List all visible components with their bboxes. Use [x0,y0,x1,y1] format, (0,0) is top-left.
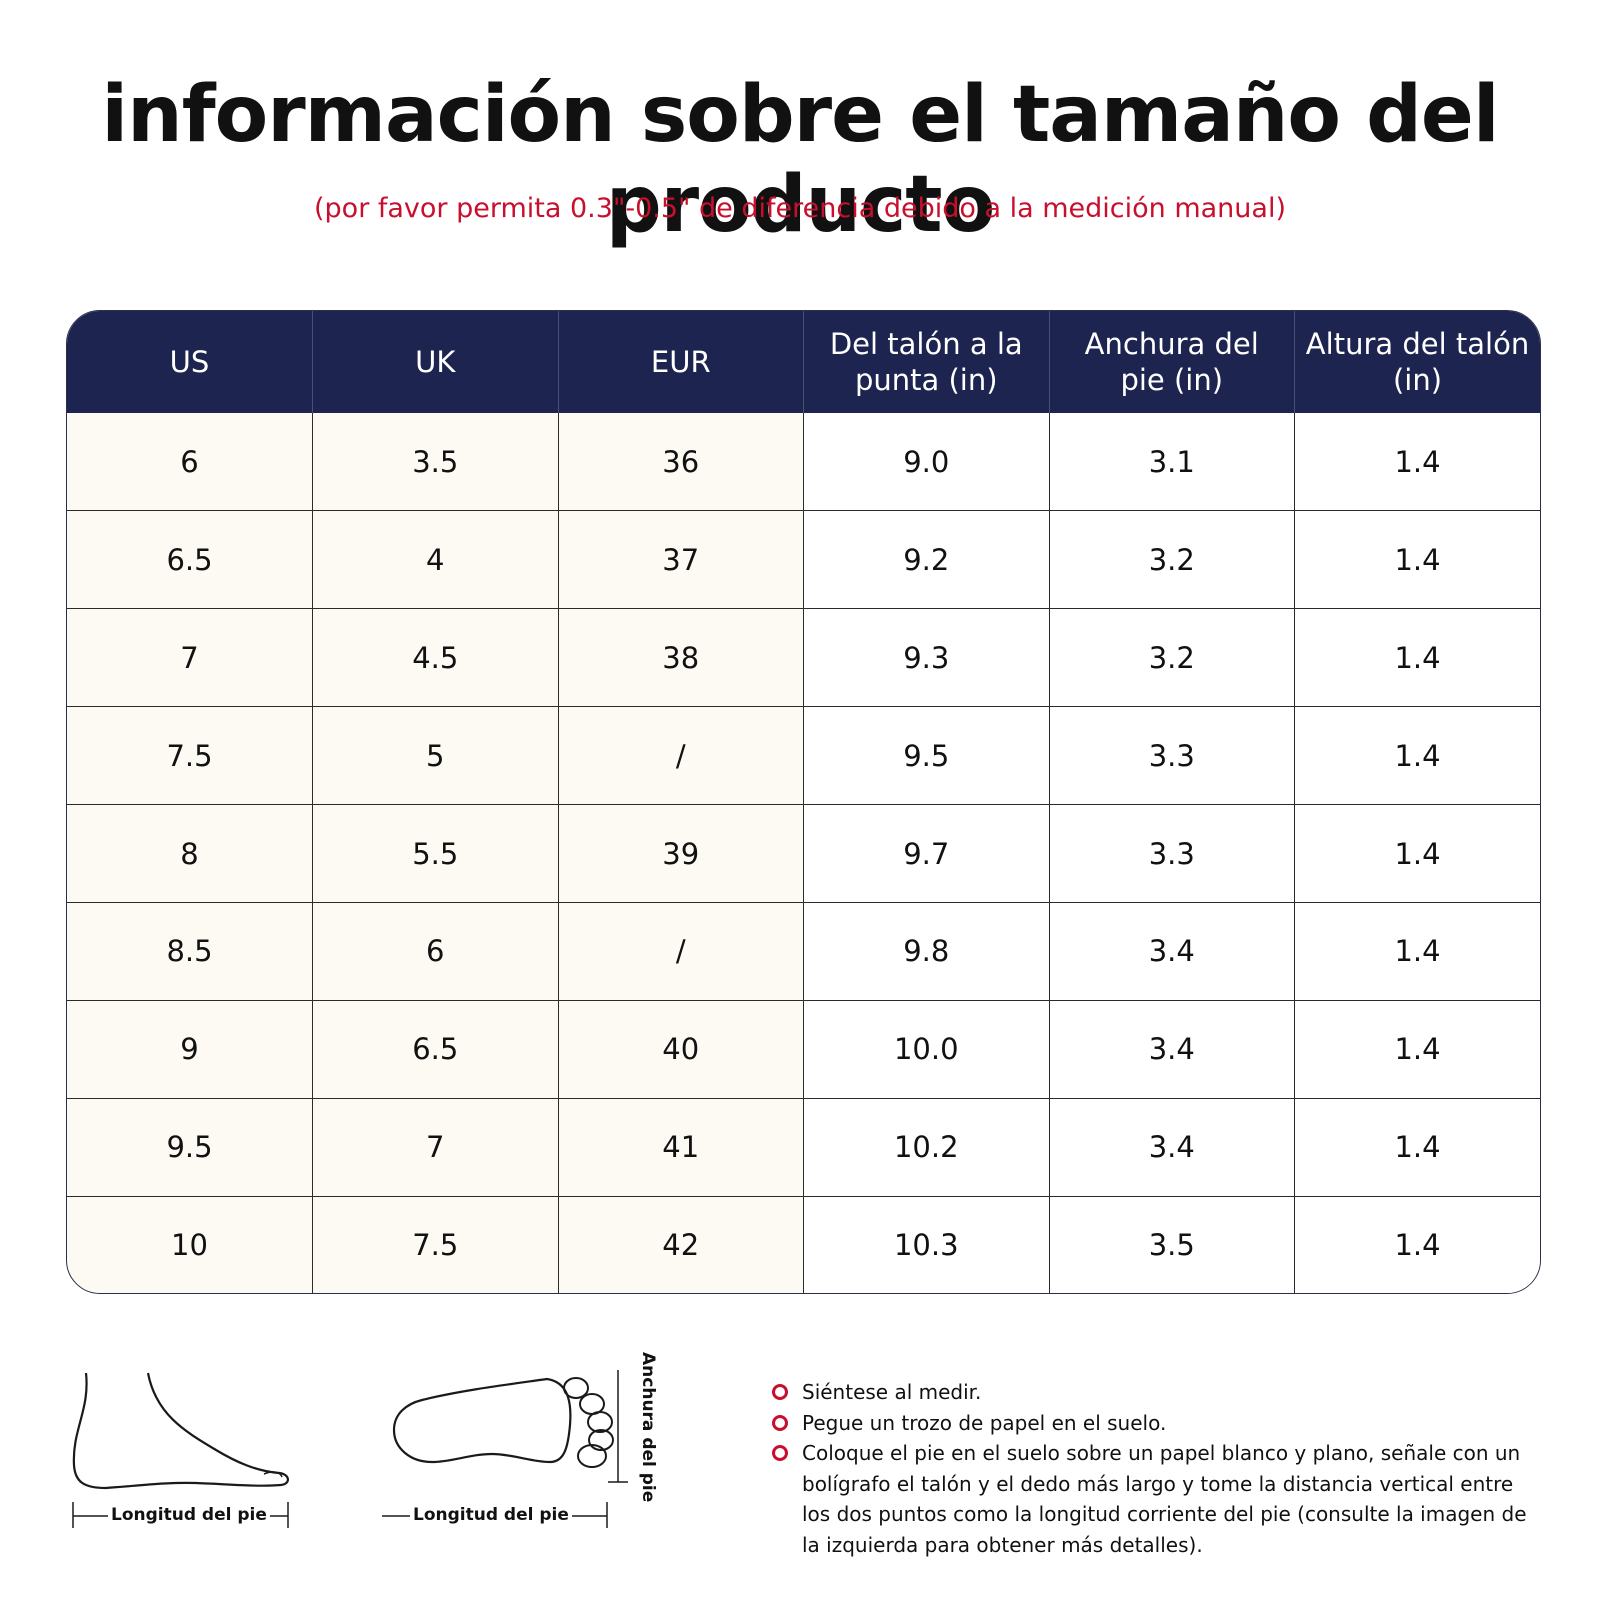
cell-heel-to-toe: 10.0 [803,1000,1050,1099]
cell-uk: 4 [312,510,559,610]
table-row: 7 4.5 38 9.3 3.2 1.4 [67,608,1540,708]
cell-eur: 40 [558,1000,804,1099]
cell-us: 6.5 [67,510,313,610]
cell-eur: 37 [558,510,804,610]
cell-us: 6 [67,413,313,512]
cell-uk: 5 [312,706,559,806]
table-row: 9.5 7 41 10.2 3.4 1.4 [67,1098,1540,1197]
cell-uk: 6.5 [312,1000,559,1099]
table-body: 6 3.5 36 9.0 3.1 1.4 6.5 4 37 9.2 3.2 1.4 7 4.5 38 9.3 3… [67,413,1540,1293]
measurement-instructions: Siéntese al medir. Pegue un trozo de pap… [772,1377,1532,1560]
cell-eur: 41 [558,1098,804,1197]
column-header-eur: EUR [558,311,804,413]
cell-heel-height: 1.4 [1294,413,1540,512]
cell-foot-width: 3.3 [1049,804,1295,903]
cell-heel-to-toe: 9.7 [803,804,1050,903]
table-row: 8 5.5 39 9.7 3.3 1.4 [67,804,1540,903]
cell-uk: 7.5 [312,1196,559,1293]
cell-foot-width: 3.2 [1049,608,1295,708]
cell-heel-height: 1.4 [1294,1196,1540,1293]
cell-heel-to-toe: 9.2 [803,510,1050,610]
cell-uk: 3.5 [312,413,559,512]
cell-us: 9 [67,1000,313,1099]
width-label: Anchura del pie [638,1352,658,1503]
cell-us: 9.5 [67,1098,313,1197]
cell-uk: 4.5 [312,608,559,708]
cell-heel-height: 1.4 [1294,804,1540,903]
table-row: 9 6.5 40 10.0 3.4 1.4 [67,1000,1540,1099]
column-header-heel-height: Altura del talón (in) [1305,327,1530,397]
table-header-row: US UK EUR Del talón a la punta (in) Anch… [67,311,1540,413]
cell-heel-height: 1.4 [1294,1000,1540,1099]
table-row: 6.5 4 37 9.2 3.2 1.4 [67,510,1540,610]
cell-us: 7.5 [67,706,313,806]
instruction-item: Coloque el pie en el suelo sobre un pape… [772,1438,1532,1560]
cell-us: 7 [67,608,313,708]
cell-uk: 7 [312,1098,559,1197]
bullet-icon [772,1384,788,1400]
cell-heel-to-toe: 10.2 [803,1098,1050,1197]
table-row: 8.5 6/9.8 3.4 1.4 [67,902,1540,1001]
page-title: información sobre el tamaño del producto [101,70,1499,250]
cell-us: 8.5 [67,902,313,1001]
cell-eur: 36 [558,413,804,512]
bullet-icon [772,1414,788,1431]
cell-us: 8 [67,804,313,903]
cell-heel-to-toe: 9.0 [803,413,1050,512]
cell-uk: 6 [312,902,559,1001]
cell-foot-width: 3.1 [1049,413,1295,512]
cell-heel-height: 1.4 [1294,608,1540,708]
column-header-foot-width: Anchura del pie (in) [1049,311,1295,413]
cell-foot-width: 3.3 [1049,706,1295,806]
cell-eur: 38 [558,608,804,708]
cell-foot-width: 3.4 [1049,902,1295,1001]
cell-heel-to-toe: 9.5 [803,706,1050,806]
table-row: 7.5 5/9.5 3.3 1.4 [67,706,1540,806]
measurement-note: (por favor permita 0.3"-0.5" de diferenc… [314,193,1286,224]
instruction-item: Pegue un trozo de papel en el suelo. [772,1408,1532,1439]
foot-top-illustration: Longitud del pie Anchura del pie [382,1352,682,1540]
side-length-label: Longitud del pie [108,1505,270,1525]
cell-foot-width: 3.2 [1049,510,1295,610]
instruction-item: Siéntese al medir. [772,1377,1532,1408]
cell-heel-to-toe: 9.8 [803,902,1050,1001]
column-header-uk: UK [312,311,559,413]
cell-eur: 42 [558,1196,804,1293]
cell-eur: 39 [558,804,804,903]
table-row: 10 7.5 42 10.3 3.5 1.4 [67,1196,1540,1293]
cell-foot-width: 3.5 [1049,1196,1295,1293]
cell-uk: 5.5 [312,804,559,903]
table-row: 6 3.5 36 9.0 3.1 1.4 [67,413,1540,512]
size-chart-table: US UK EUR Del talón a la punta (in) Anch… [66,310,1541,1294]
column-header-us: US [67,311,313,413]
top-length-label: Longitud del pie [410,1505,572,1525]
cell-heel-height: 1.4 [1294,1098,1540,1197]
cell-us: 10 [67,1196,313,1293]
cell-heel-height: 1.4 [1294,510,1540,610]
cell-eur: / [558,706,804,806]
column-header-heel-to-toe: Del talón a la punta (in) [803,311,1050,413]
cell-heel-height: 1.4 [1294,706,1540,806]
cell-heel-to-toe: 10.3 [803,1196,1050,1293]
cell-heel-height: 1.4 [1294,902,1540,1001]
bullet-icon [772,1445,788,1461]
cell-eur: / [558,902,804,1001]
cell-heel-to-toe: 9.3 [803,608,1050,708]
cell-foot-width: 3.4 [1049,1000,1295,1099]
cell-foot-width: 3.4 [1049,1098,1295,1197]
foot-side-illustration: Longitud del pie [66,1370,306,1540]
